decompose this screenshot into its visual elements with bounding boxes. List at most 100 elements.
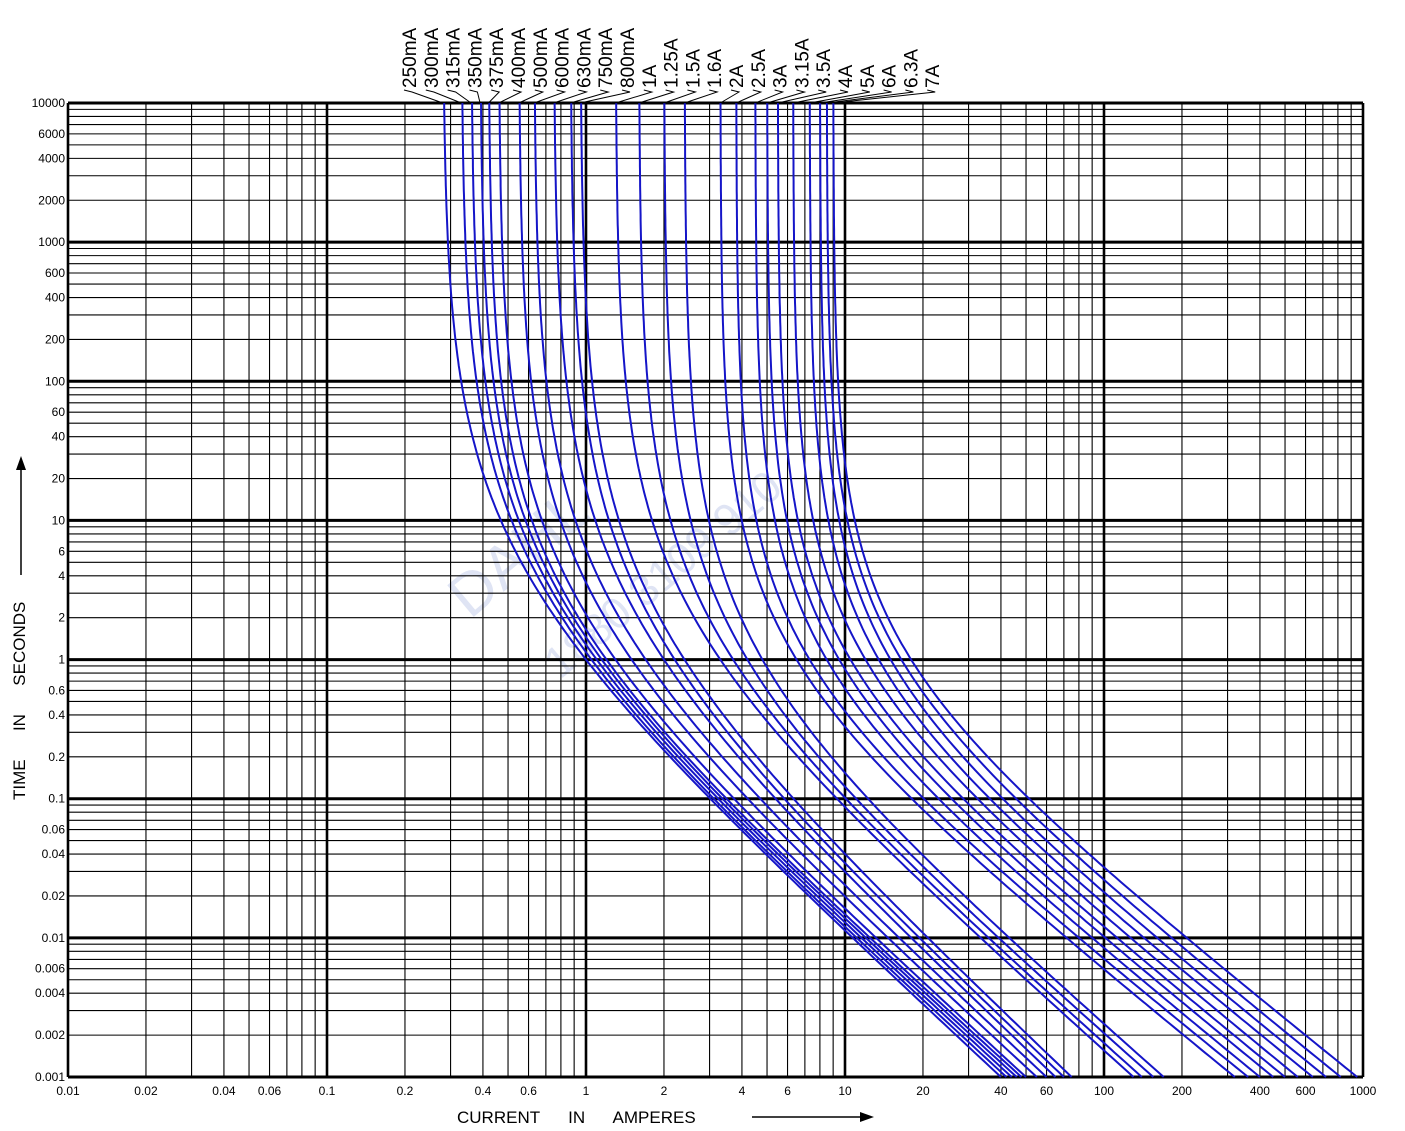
x-tick-label: 2 — [661, 1084, 668, 1098]
y-tick-label: 0.04 — [42, 847, 66, 861]
rating-leader-line — [766, 89, 807, 104]
x-tick-label: 60 — [1040, 1084, 1054, 1098]
rating-leader-line — [754, 89, 785, 104]
y-tick-label: 6 — [58, 544, 65, 558]
fuse-curve-600mA — [533, 102, 1048, 1078]
rating-label: 1.5A — [683, 49, 704, 88]
y-tick-label: 10 — [52, 513, 66, 527]
x-tick-label: 0.06 — [258, 1084, 282, 1098]
fuse-curve-1.25A — [638, 103, 1143, 1078]
y-tick-label: 0.2 — [48, 750, 65, 764]
y-tick-labels: 10000 6000 4000 2000 1000 600 400 200 100 60 40 20 1… — [32, 96, 66, 1084]
x-tick-label: 10 — [838, 1084, 852, 1098]
rating-label: 3.5A — [814, 49, 835, 88]
rating-leader-line — [553, 89, 589, 104]
y-tick-label: 10000 — [32, 96, 66, 110]
y-tick-label: 0.6 — [48, 683, 65, 697]
rating-label: 2.5A — [749, 49, 770, 88]
y-tick-label: 600 — [45, 266, 65, 280]
x-tick-label: 200 — [1172, 1084, 1192, 1098]
rating-label: 6.3A — [901, 49, 922, 88]
rating-leader-line — [792, 89, 849, 104]
x-tick-label: 0.02 — [134, 1084, 158, 1098]
x-tick-label: 0.4 — [475, 1084, 492, 1098]
rating-label: 1.25A — [662, 38, 683, 88]
rating-leader-line — [403, 89, 443, 104]
rating-label: 375mA — [487, 27, 508, 88]
x-tick-label: 0.6 — [520, 1084, 537, 1098]
rating-leader-line — [826, 89, 914, 104]
rating-label: 630mA — [574, 27, 595, 88]
x-axis-title-text: CURRENT IN AMPERES — [457, 1108, 696, 1127]
rating-label: 400mA — [509, 27, 530, 88]
fuse-curve-4A — [792, 103, 1299, 1078]
fuse-curve-800mA — [580, 102, 1073, 1078]
y-tick-label: 4 — [58, 569, 65, 583]
fuse-curve-1A — [615, 103, 1135, 1078]
rating-label: 5A — [858, 64, 879, 88]
x-tick-label: 400 — [1250, 1084, 1270, 1098]
x-tick-label: 40 — [994, 1084, 1008, 1098]
fuse-curve-1.6A — [683, 103, 1165, 1078]
rating-leader-line — [447, 89, 472, 104]
rating-leader-line — [777, 89, 827, 104]
y-axis-title-text: TIME IN SECONDS — [10, 602, 29, 800]
y-axis-title: TIME IN SECONDS — [10, 456, 29, 800]
rating-leader-line — [469, 89, 481, 104]
y-tick-label: 0.004 — [35, 986, 65, 1000]
fuse-curve-250mA — [443, 103, 1002, 1078]
y-tick-label: 200 — [45, 332, 65, 346]
rating-leader-line — [570, 89, 611, 104]
rating-label: 3A — [771, 64, 792, 88]
y-tick-label: 0.001 — [35, 1070, 65, 1084]
y-tick-label: 40 — [52, 430, 66, 444]
rating-label: 2A — [727, 64, 748, 88]
rating-leader-line — [488, 89, 501, 104]
y-tick-label: 0.01 — [42, 931, 66, 945]
fuse-curve-2.5A — [735, 103, 1249, 1078]
rating-label: 350mA — [465, 27, 486, 88]
rating-label: 4A — [836, 64, 857, 88]
rating-leader-line — [615, 89, 654, 104]
fuse-curve-7A — [832, 103, 1358, 1078]
x-tick-label: 0.01 — [56, 1084, 80, 1098]
fuse-curve-1.5A — [663, 103, 1154, 1078]
fuse-curve-3A — [754, 103, 1261, 1078]
rating-label: 7A — [923, 64, 944, 88]
rating-label: 500mA — [531, 27, 552, 88]
rating-label: 250mA — [400, 27, 421, 88]
x-tick-label: 6 — [784, 1084, 791, 1098]
rating-label: 300mA — [422, 27, 443, 88]
y-axis-arrow-head — [16, 456, 26, 470]
fuse-curve-3.5A — [777, 103, 1286, 1078]
y-tick-label: 1 — [58, 653, 65, 667]
y-tick-label: 100 — [45, 374, 65, 388]
x-tick-label: 600 — [1296, 1084, 1316, 1098]
rating-label: 600mA — [553, 27, 574, 88]
rating-leader-line — [735, 89, 763, 104]
fuse-curve-6.3A — [825, 102, 1342, 1078]
fuse-curves — [443, 102, 1358, 1078]
fuse-curve-5A — [808, 103, 1314, 1078]
x-axis-arrow-head — [860, 1112, 874, 1122]
rating-label: 1.6A — [705, 49, 726, 88]
y-tick-label: 2000 — [38, 193, 65, 207]
rating-leader-line — [833, 89, 936, 104]
y-tick-label: 2 — [58, 611, 65, 625]
x-tick-label: 100 — [1094, 1084, 1114, 1098]
fuse-curve-500mA — [518, 102, 1038, 1078]
y-tick-label: 0.4 — [48, 708, 65, 722]
rating-leader-line — [518, 89, 545, 104]
x-tick-label: 0.2 — [397, 1084, 414, 1098]
rating-leader-line — [663, 89, 698, 104]
rating-label: 315mA — [444, 27, 465, 88]
rating-leader-line — [638, 89, 676, 104]
x-axis-title: CURRENT IN AMPERES — [457, 1108, 874, 1127]
y-tick-label: 0.06 — [42, 823, 66, 837]
rating-label: 1A — [640, 64, 661, 88]
x-tick-label: 20 — [916, 1084, 930, 1098]
fuse-curve-3.15A — [766, 103, 1274, 1078]
watermark-logo: DAHL 1880 3109 910 — [435, 461, 791, 687]
fuse-curve-375mA — [488, 103, 1023, 1078]
